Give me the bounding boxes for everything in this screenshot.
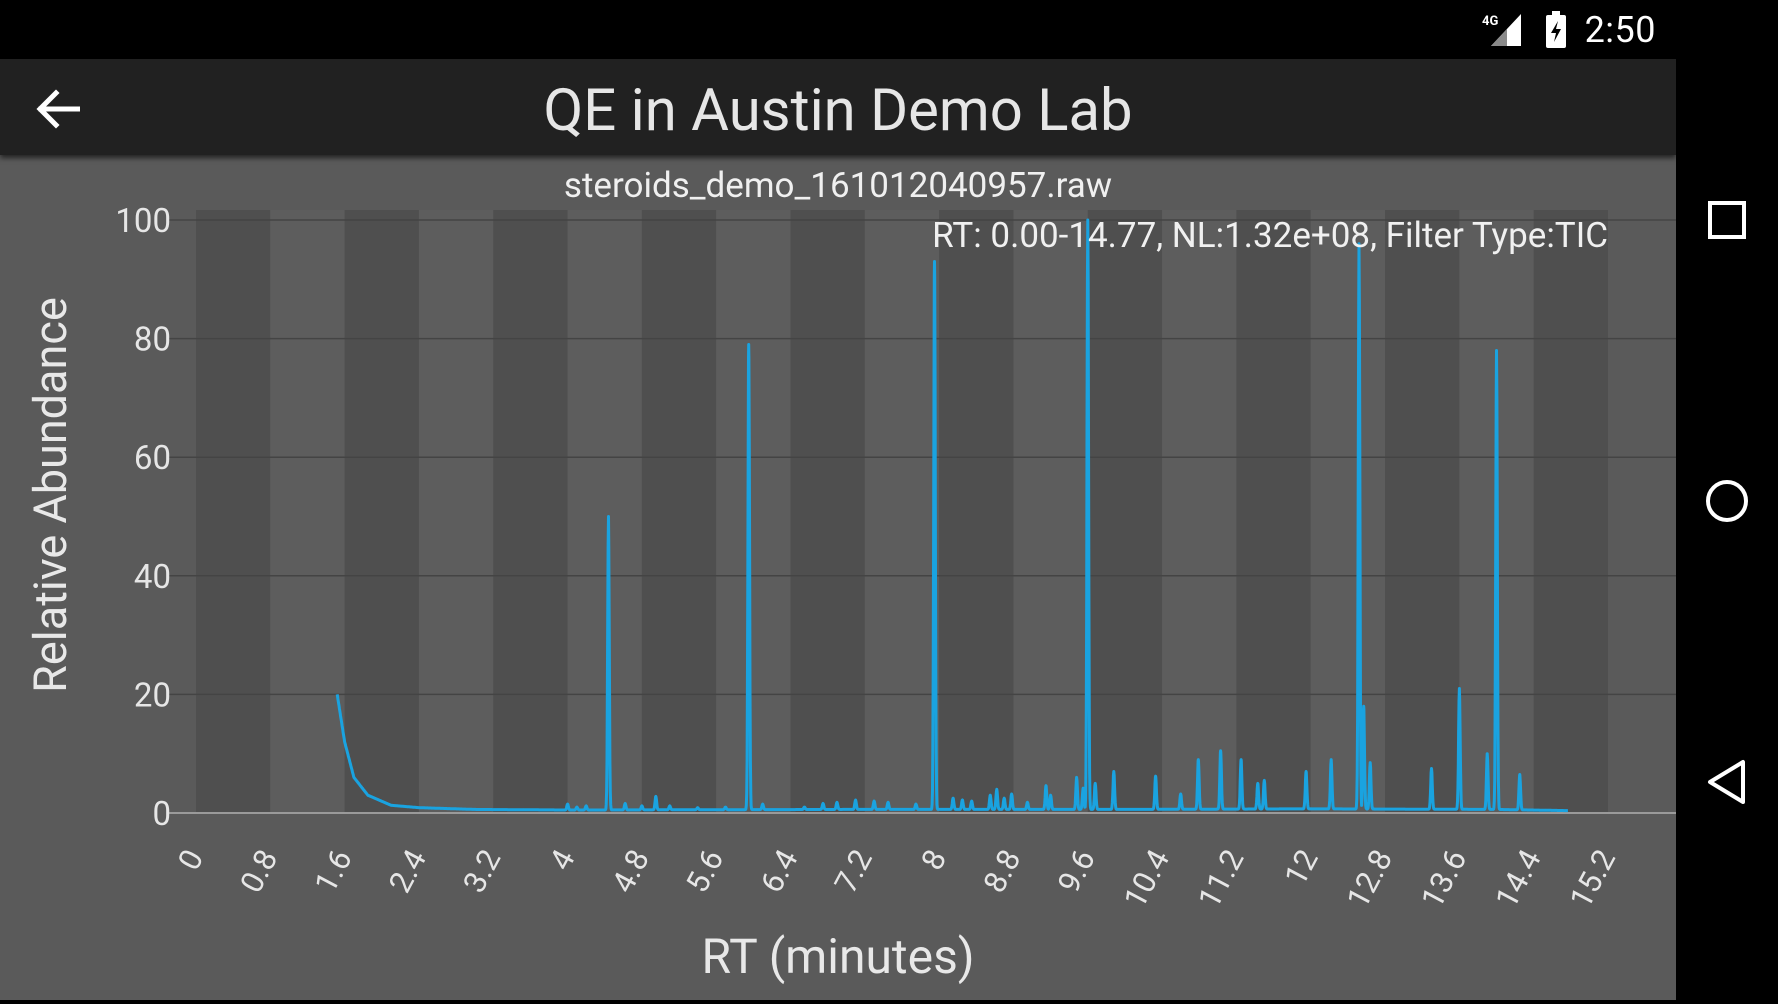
navigation-bar	[1676, 0, 1778, 1000]
chart-gridlines	[168, 219, 1676, 696]
app-bar: QE in Austin Demo Lab	[0, 59, 1676, 155]
y-axis-label: Relative Abundance	[24, 297, 77, 693]
x-band	[344, 210, 419, 813]
y-tick-label: 60	[134, 439, 171, 478]
status-time: 2:50	[1584, 8, 1656, 51]
x-tick-label: 4.8	[604, 843, 657, 898]
x-band	[196, 210, 271, 813]
back-nav-button[interactable]	[1697, 752, 1757, 812]
x-band	[864, 210, 940, 813]
back-button[interactable]	[30, 81, 86, 137]
chromatogram-chart[interactable]: 0 20 40 60 80 100 0 0.8 1.6 2.4 3.2 4 4.8 5.6 6.4 7.2 8…	[0, 155, 1676, 1000]
x-band	[493, 210, 568, 813]
x-tick-label: 0	[170, 843, 211, 876]
x-tick-label: 8.8	[976, 843, 1029, 898]
triangle-back-icon	[1708, 760, 1745, 804]
x-tick-label: 4	[542, 843, 583, 876]
x-tick-label: 3.2	[455, 843, 508, 898]
x-band	[567, 210, 642, 813]
x-band	[270, 210, 345, 813]
circle-home-icon	[1706, 480, 1748, 522]
tic-trace-line	[335, 218, 1569, 813]
x-tick-label: 6.4	[753, 843, 806, 898]
chart-stripes	[196, 210, 1608, 813]
square-recents-icon	[1708, 201, 1746, 239]
x-band	[1013, 210, 1088, 813]
x-band	[790, 210, 865, 813]
chromatogram-view[interactable]: 0 20 40 60 80 100 0 0.8 1.6 2.4 3.2 4 4.8 5.6 6.4 7.2 8…	[0, 155, 1676, 1000]
arrow-left-icon	[36, 89, 80, 129]
x-tick-label: 11.2	[1190, 843, 1251, 914]
x-tick-label: 8	[913, 843, 954, 876]
x-band	[716, 210, 791, 813]
x-band	[1310, 210, 1386, 813]
x-axis-label: RT (minutes)	[701, 928, 974, 985]
x-tick-label: 12	[1277, 843, 1326, 891]
page-title: QE in Austin Demo Lab	[543, 77, 1133, 145]
x-tick-label: 5.6	[678, 843, 731, 898]
x-band	[1385, 210, 1460, 813]
x-tick-label: 2.4	[381, 843, 434, 898]
chart-subtitle: RT: 0.00-14.77, NL:1.32e+08, Filter Type…	[932, 215, 1608, 256]
x-band	[939, 210, 1014, 813]
x-band	[418, 210, 494, 813]
x-tick-label: 12.8	[1339, 843, 1400, 914]
x-tick-label: 0.8	[233, 843, 286, 898]
x-tick-label: 15.2	[1562, 843, 1623, 914]
x-band	[1162, 210, 1237, 813]
y-tick-labels: 0 20 40 60 80 100	[115, 202, 171, 834]
y-tick-label: 100	[115, 202, 171, 241]
status-icons: 4G 2:50	[1481, 0, 1656, 59]
x-tick-label: 1.6	[307, 843, 360, 898]
y-tick-label: 80	[134, 321, 171, 360]
signal-icon: 4G	[1482, 13, 1521, 46]
home-button[interactable]	[1697, 471, 1757, 531]
status-bar: 4G 2:50	[0, 0, 1676, 59]
x-tick-label: 9.6	[1050, 843, 1103, 898]
chart-title: steroids_demo_161012040957.raw	[564, 165, 1112, 206]
x-tick-label: 10.4	[1116, 843, 1177, 914]
x-tick-labels: 0 0.8 1.6 2.4 3.2 4 4.8 5.6 6.4 7.2 8 8.8 9.6 10.4 11.…	[170, 843, 1623, 914]
y-tick-label: 0	[152, 795, 171, 834]
x-tick-label: 14.4	[1488, 843, 1549, 914]
x-tick-label: 13.6	[1413, 843, 1474, 914]
y-tick-label: 20	[134, 676, 171, 715]
x-band	[1087, 210, 1163, 813]
network-type-label: 4G	[1482, 14, 1498, 29]
x-band	[641, 210, 717, 813]
x-band	[1236, 210, 1311, 813]
x-band	[1533, 210, 1608, 813]
recents-button[interactable]	[1697, 190, 1757, 250]
x-tick-label: 7.2	[827, 843, 880, 898]
y-tick-label: 40	[134, 558, 171, 597]
battery-icon	[1545, 10, 1566, 48]
